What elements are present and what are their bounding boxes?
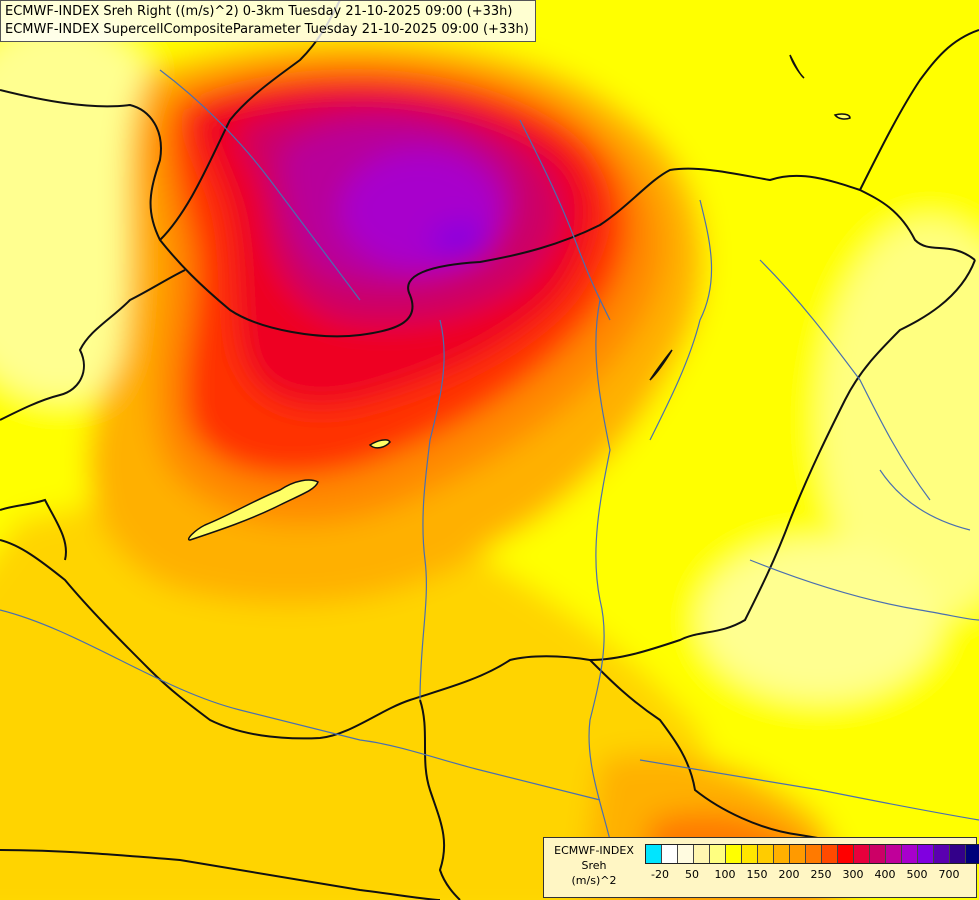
map-title-box: ECMWF-INDEX Sreh Right ((m/s)^2) 0-3km T… <box>0 0 536 42</box>
legend-scale: -20 50 100 150 200 250 300 400 500 700 <box>645 844 979 884</box>
lakes <box>188 54 851 541</box>
legend-swatch <box>918 845 934 863</box>
legend-swatch <box>710 845 726 863</box>
legend-title-variable: Sreh <box>581 859 607 872</box>
color-legend: ECMWF-INDEX Sreh (m/s)^2 -20 50 100 150 200 2… <box>543 837 979 898</box>
legend-tick-label: 150 <box>746 868 768 881</box>
legend-tick-label: 500 <box>906 868 928 881</box>
legend-swatch <box>966 845 979 863</box>
legend-swatch <box>870 845 886 863</box>
legend-swatch <box>822 845 838 863</box>
legend-swatch <box>678 845 694 863</box>
legend-swatch <box>662 845 678 863</box>
legend-swatch <box>806 845 822 863</box>
map-title-secondary: ECMWF-INDEX SupercellCompositeParameter … <box>5 22 529 37</box>
legend-swatch <box>950 845 966 863</box>
legend-tick-label: 50 <box>685 868 699 881</box>
legend-tick-label: 700 <box>938 868 960 881</box>
legend-ticks: -20 50 100 150 200 250 300 400 500 700 <box>645 868 979 884</box>
legend-swatch <box>854 845 870 863</box>
legend-swatch <box>774 845 790 863</box>
legend-swatch <box>902 845 918 863</box>
legend-swatch <box>694 845 710 863</box>
legend-swatch <box>742 845 758 863</box>
legend-swatches <box>645 844 979 864</box>
legend-swatch <box>726 845 742 863</box>
legend-swatch <box>886 845 902 863</box>
legend-tick-label: -20 <box>651 868 669 881</box>
rivers <box>0 69 979 841</box>
legend-swatch <box>758 845 774 863</box>
legend-swatch <box>838 845 854 863</box>
legend-swatch <box>790 845 806 863</box>
map-title-primary: ECMWF-INDEX Sreh Right ((m/s)^2) 0-3km T… <box>5 4 513 19</box>
legend-swatch <box>934 845 950 863</box>
legend-swatch <box>646 845 662 863</box>
legend-title: ECMWF-INDEX Sreh (m/s)^2 <box>548 843 640 888</box>
legend-tick-label: 200 <box>778 868 800 881</box>
legend-title-unit: (m/s)^2 <box>571 874 617 887</box>
legend-tick-label: 400 <box>874 868 896 881</box>
legend-title-source: ECMWF-INDEX <box>554 844 634 857</box>
legend-tick-label: 100 <box>714 868 736 881</box>
legend-tick-label: 300 <box>842 868 864 881</box>
legend-tick-label: 250 <box>810 868 832 881</box>
